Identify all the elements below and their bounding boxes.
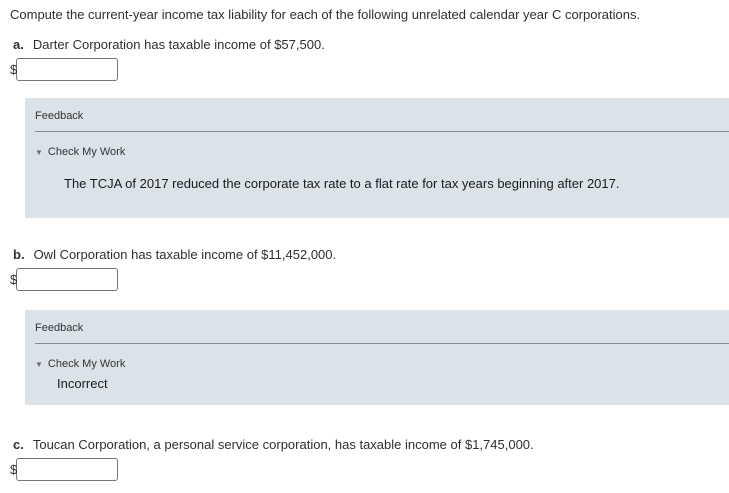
- section-b-answer-input[interactable]: [16, 267, 119, 291]
- section-b-feedback-panel: Feedback ▼ Check My Work Incorrect: [25, 310, 729, 405]
- feedback-divider: [35, 343, 729, 344]
- check-my-work-label: Check My Work: [47, 146, 126, 158]
- collapse-triangle-icon: ▼: [35, 359, 43, 369]
- section-a-answer-row: $: [10, 57, 729, 81]
- feedback-message: The TCJA of 2017 reduced the corporate t…: [64, 176, 620, 191]
- currency-symbol: $: [10, 61, 18, 77]
- feedback-title: Feedback: [35, 322, 84, 334]
- section-b-answer-row: $: [10, 267, 729, 291]
- section-b-prompt-text: Owl Corporation has taxable income of $1…: [33, 247, 337, 262]
- currency-symbol: $: [10, 271, 18, 287]
- section-c-answer-row: $: [10, 457, 729, 481]
- section-b-prompt: b. Owl Corporation has taxable income of …: [13, 247, 729, 262]
- section-a-letter: a.: [13, 37, 24, 52]
- currency-symbol: $: [10, 461, 18, 477]
- check-my-work-toggle[interactable]: ▼ Check My Work: [35, 146, 729, 159]
- section-c-prompt-text: Toucan Corporation, a personal service c…: [32, 437, 534, 452]
- feedback-divider: [35, 131, 729, 132]
- section-a-feedback-panel: Feedback ▼ Check My Work The TCJA of 201…: [25, 98, 729, 218]
- section-a-prompt-text: Darter Corporation has taxable income of…: [32, 37, 325, 52]
- collapse-triangle-icon: ▼: [35, 147, 43, 157]
- section-a-prompt: a. Darter Corporation has taxable income …: [13, 37, 729, 52]
- check-my-work-toggle[interactable]: ▼ Check My Work: [35, 358, 729, 371]
- section-c-answer-input[interactable]: [16, 457, 119, 481]
- question-intro: Compute the current-year income tax liab…: [10, 7, 641, 22]
- check-my-work-label: Check My Work: [47, 358, 126, 370]
- feedback-title: Feedback: [35, 110, 84, 122]
- section-a-answer-input[interactable]: [16, 57, 119, 81]
- section-c-prompt: c. Toucan Corporation, a personal service…: [13, 437, 729, 452]
- feedback-status: Incorrect: [57, 376, 108, 391]
- section-b-letter: b.: [13, 247, 25, 262]
- section-c-letter: c.: [13, 437, 24, 452]
